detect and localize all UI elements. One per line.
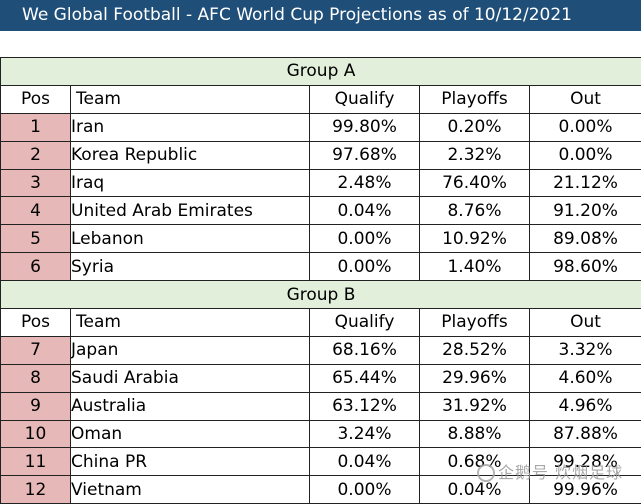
qualify-header: Qualify: [310, 309, 420, 337]
team-cell: Korea Republic: [71, 141, 310, 169]
penguin-icon: [477, 464, 495, 482]
group-title: Group A: [1, 58, 641, 86]
out-cell: 0.00%: [530, 113, 641, 141]
qualify-cell: 0.00%: [310, 253, 420, 281]
pos-cell: 4: [1, 197, 71, 225]
team-cell: Syria: [71, 253, 310, 281]
qualify-cell: 68.16%: [310, 336, 420, 364]
out-cell: 4.60%: [530, 364, 641, 392]
playoffs-cell: 29.96%: [420, 364, 530, 392]
team-cell: China PR: [71, 448, 310, 476]
team-cell: Australia: [71, 392, 310, 420]
out-header: Out: [530, 85, 641, 113]
out-cell: 21.12%: [530, 169, 641, 197]
playoffs-cell: 2.32%: [420, 141, 530, 169]
playoffs-cell: 31.92%: [420, 392, 530, 420]
qualify-cell: 2.48%: [310, 169, 420, 197]
qualify-cell: 63.12%: [310, 392, 420, 420]
team-header: Team: [71, 85, 310, 113]
playoffs-header: Playoffs: [420, 85, 530, 113]
team-cell: United Arab Emirates: [71, 197, 310, 225]
pos-cell: 2: [1, 141, 71, 169]
out-cell: 4.96%: [530, 392, 641, 420]
playoffs-cell: 28.52%: [420, 336, 530, 364]
qualify-cell: 0.04%: [310, 197, 420, 225]
pos-cell: 11: [1, 448, 71, 476]
team-cell: Iraq: [71, 169, 310, 197]
pos-cell: 1: [1, 113, 71, 141]
qualify-cell: 97.68%: [310, 141, 420, 169]
qualify-cell: 65.44%: [310, 364, 420, 392]
pos-cell: 12: [1, 476, 71, 504]
qualify-cell: 0.04%: [310, 448, 420, 476]
out-cell: 87.88%: [530, 420, 641, 448]
watermark: 企鹅号 炊烟足球: [477, 459, 623, 483]
playoffs-cell: 8.88%: [420, 420, 530, 448]
out-cell: 0.00%: [530, 141, 641, 169]
playoffs-cell: 10.92%: [420, 225, 530, 253]
pos-cell: 7: [1, 336, 71, 364]
team-cell: Vietnam: [71, 476, 310, 504]
pos-header: Pos: [1, 85, 71, 113]
pos-cell: 9: [1, 392, 71, 420]
out-header: Out: [530, 309, 641, 337]
watermark-text: 企鹅号 炊烟足球: [498, 463, 623, 482]
qualify-cell: 99.80%: [310, 113, 420, 141]
pos-cell: 10: [1, 420, 71, 448]
team-cell: Oman: [71, 420, 310, 448]
pos-cell: 6: [1, 253, 71, 281]
sheet-title: We Global Football - AFC World Cup Proje…: [0, 0, 641, 31]
out-cell: 3.32%: [530, 336, 641, 364]
playoffs-cell: 8.76%: [420, 197, 530, 225]
pos-cell: 5: [1, 225, 71, 253]
team-header: Team: [71, 309, 310, 337]
pos-cell: 8: [1, 364, 71, 392]
group-header-row: Group B: [1, 281, 641, 309]
qualify-cell: 3.24%: [310, 420, 420, 448]
team-cell: Japan: [71, 336, 310, 364]
playoffs-cell: 0.20%: [420, 113, 530, 141]
pos-cell: 3: [1, 169, 71, 197]
playoffs-cell: 76.40%: [420, 169, 530, 197]
team-cell: Saudi Arabia: [71, 364, 310, 392]
playoffs-header: Playoffs: [420, 309, 530, 337]
team-cell: Lebanon: [71, 225, 310, 253]
qualify-cell: 0.00%: [310, 476, 420, 504]
out-cell: 89.08%: [530, 225, 641, 253]
out-cell: 98.60%: [530, 253, 641, 281]
group-title: Group B: [1, 281, 641, 309]
team-cell: Iran: [71, 113, 310, 141]
group-header-row: Group A: [1, 58, 641, 86]
out-cell: 91.20%: [530, 197, 641, 225]
pos-header: Pos: [1, 309, 71, 337]
qualify-header: Qualify: [310, 85, 420, 113]
qualify-cell: 0.00%: [310, 225, 420, 253]
playoffs-cell: 1.40%: [420, 253, 530, 281]
